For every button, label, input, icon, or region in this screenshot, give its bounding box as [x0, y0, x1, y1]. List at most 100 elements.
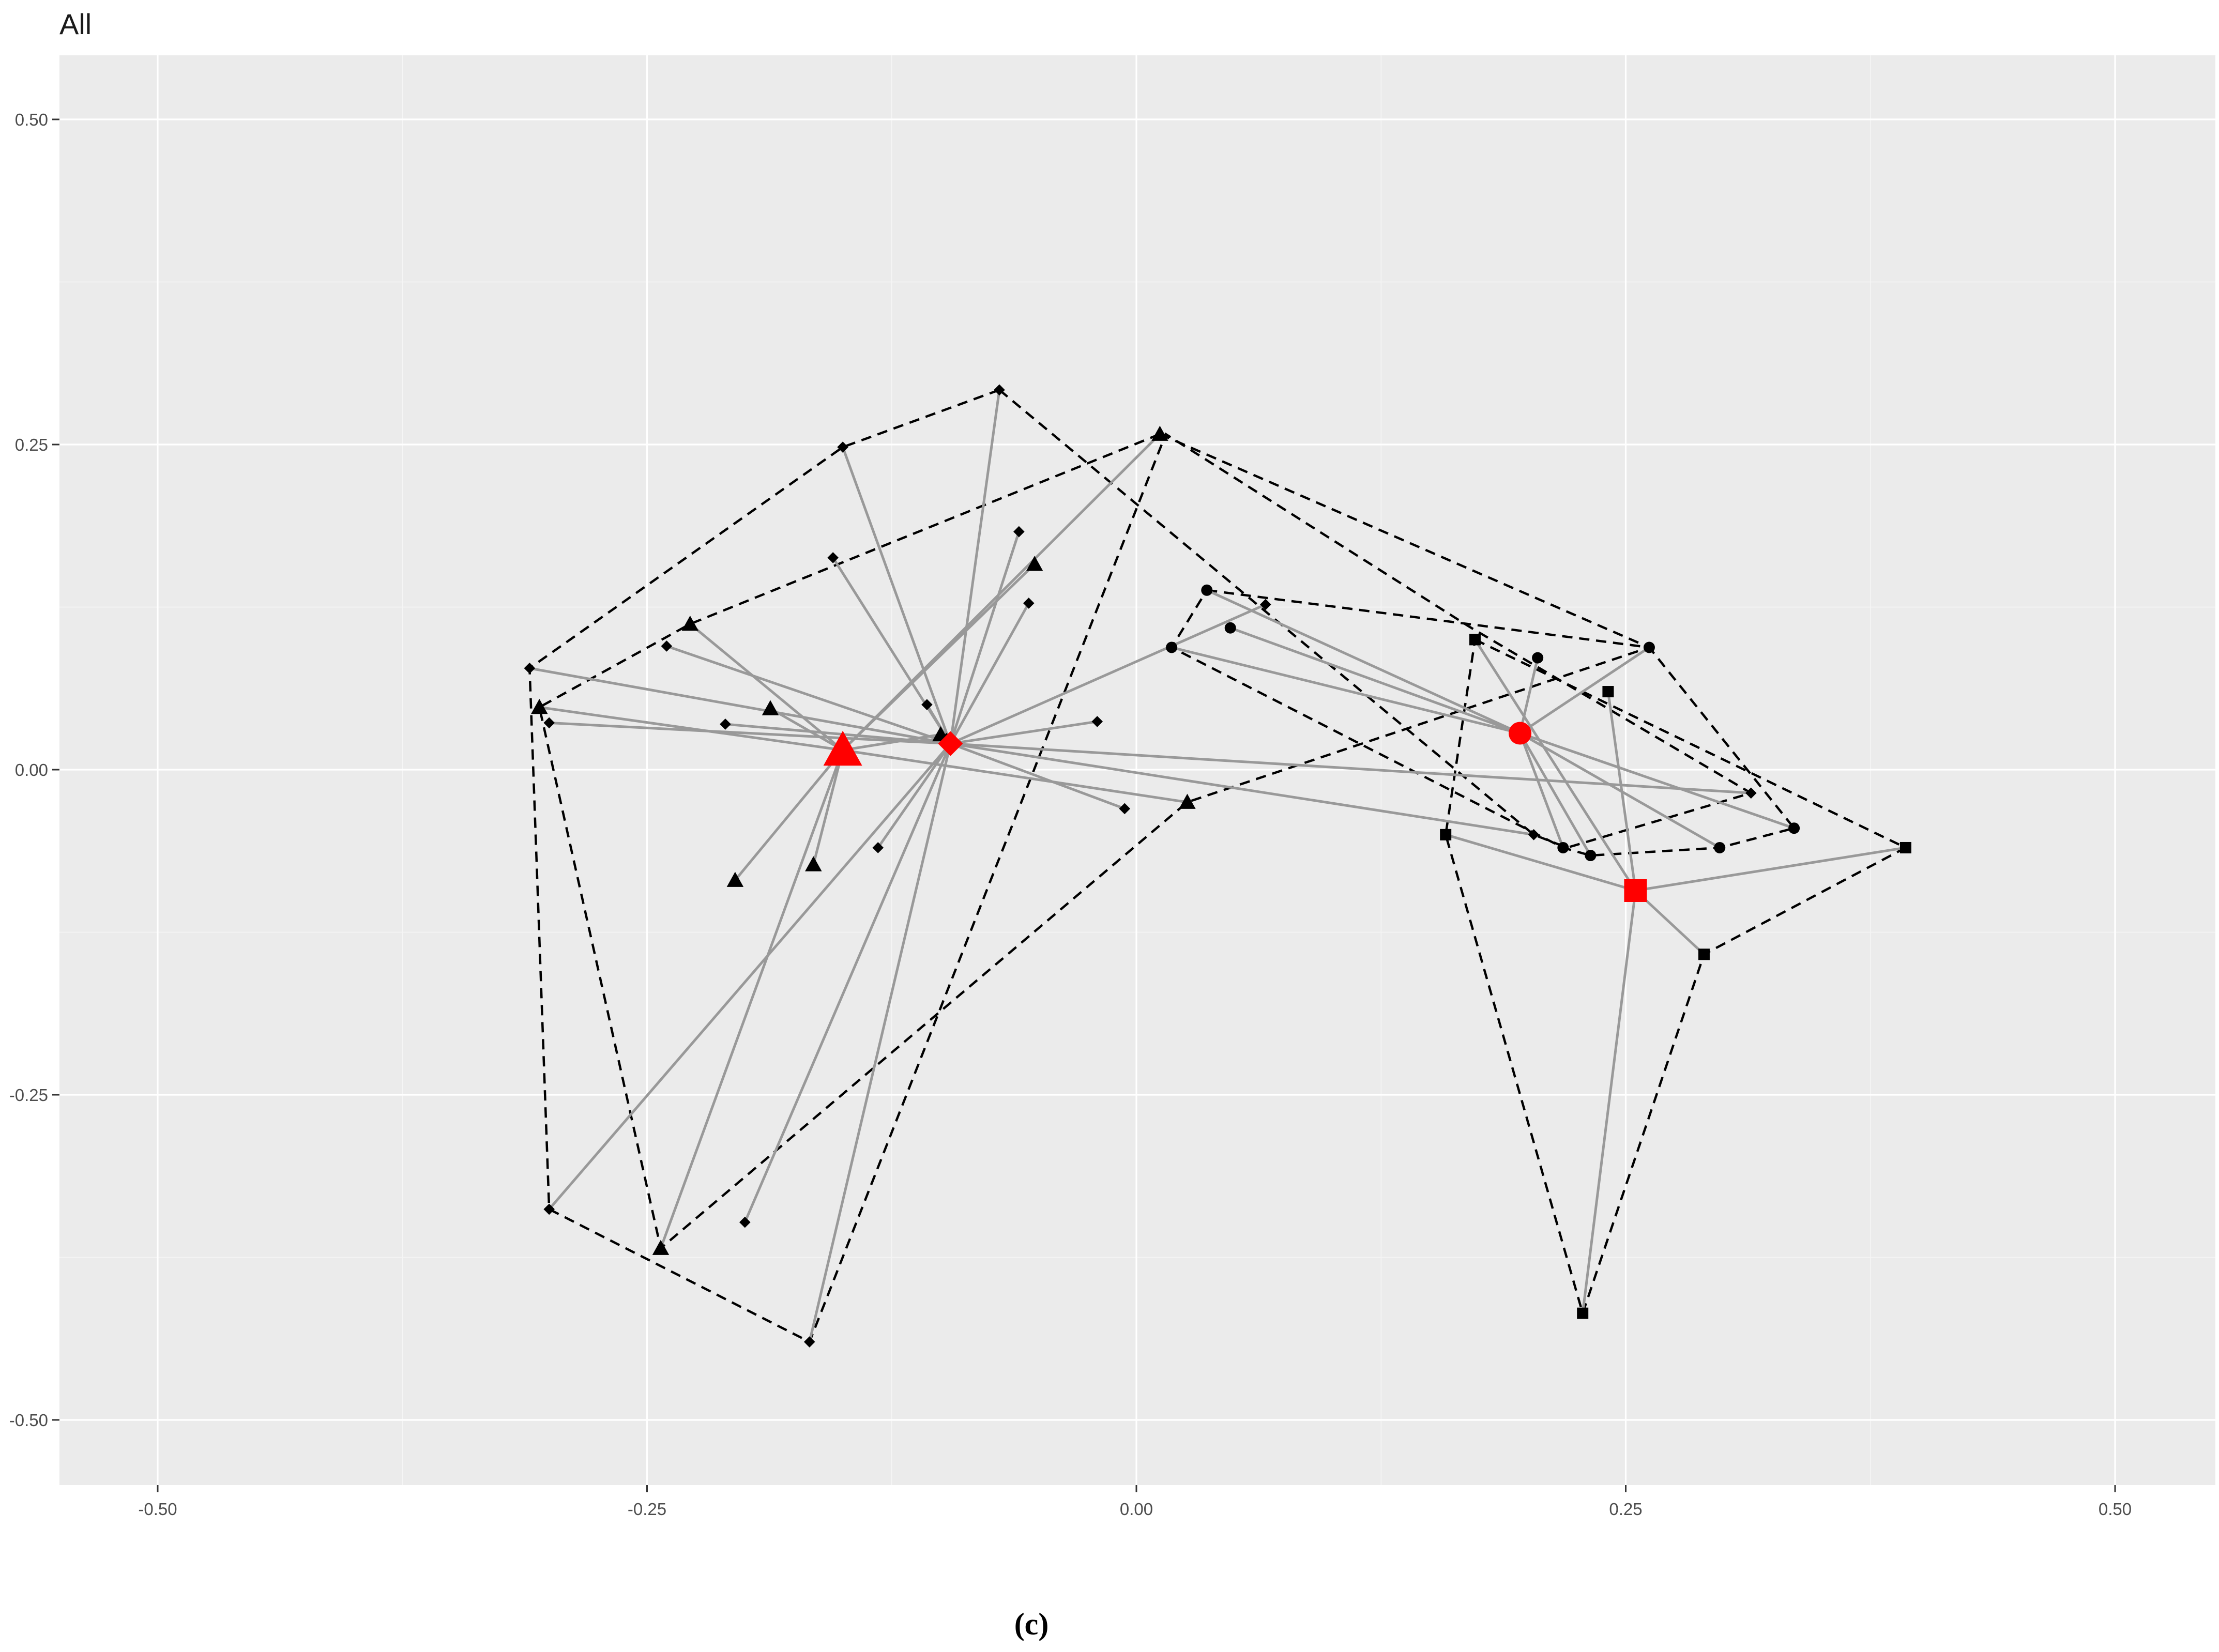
point-triangle: [1151, 425, 1168, 441]
x-tick-label: -0.50: [138, 1500, 177, 1519]
centroid-square: [1624, 879, 1647, 902]
spoke-diamond: [950, 603, 1266, 745]
point-diamond: [739, 1216, 751, 1228]
centroid-spokes: [529, 389, 1906, 1342]
point-circle: [1585, 850, 1597, 862]
hull-square: [1444, 638, 1908, 1318]
spoke-triangle: [689, 623, 844, 752]
point-diamond: [837, 441, 848, 453]
spoke-circle: [1518, 732, 1592, 856]
x-tick-label: 0.25: [1609, 1500, 1642, 1519]
spoke-circle: [1206, 589, 1521, 735]
centroid-circle: [1509, 722, 1532, 745]
point-square: [1698, 949, 1710, 960]
point-circle: [1557, 842, 1569, 853]
data-points: [524, 384, 1911, 1348]
spoke-diamond: [949, 602, 1030, 744]
spoke-square: [1473, 639, 1637, 892]
y-tick-label: 0.50: [15, 110, 48, 129]
axes: -0.50 -0.25 0.00 0.25 0.50 0.50 0.25 0.00 -0.25 -…: [9, 110, 2132, 1519]
point-diamond: [827, 552, 839, 563]
spoke-triangle: [842, 563, 1036, 752]
spoke-triangle: [812, 749, 844, 865]
spoke-square: [1445, 833, 1636, 892]
centroid-diamond: [938, 731, 963, 756]
point-triangle: [1026, 556, 1043, 571]
point-triangle: [652, 1240, 670, 1255]
spoke-circle: [1171, 646, 1521, 735]
point-diamond: [661, 640, 673, 652]
point-diamond: [1013, 526, 1025, 538]
point-triangle: [1179, 793, 1196, 809]
spoke-diamond: [529, 667, 951, 745]
spoke-diamond: [949, 389, 1001, 744]
x-tick-label: 0.50: [2099, 1500, 2132, 1519]
spoke-diamond: [949, 531, 1021, 744]
point-diamond: [872, 842, 884, 853]
point-diamond: [1260, 599, 1271, 610]
y-tick-label: 0.25: [15, 435, 48, 454]
point-triangle: [726, 871, 744, 887]
point-square: [1577, 1307, 1589, 1319]
grid-major-lines: [59, 55, 2215, 1485]
spoke-diamond: [548, 743, 952, 1211]
centroid-triangle: [823, 730, 862, 766]
spoke-circle: [1518, 657, 1539, 734]
point-diamond: [543, 717, 555, 729]
spoke-diamond: [950, 720, 1098, 745]
point-triangle: [762, 700, 779, 715]
y-tick-label: -0.25: [9, 1085, 48, 1105]
y-tick-label: -0.50: [9, 1411, 48, 1430]
point-diamond: [1119, 803, 1131, 815]
point-triangle: [805, 856, 822, 871]
spoke-diamond: [743, 743, 952, 1223]
point-diamond: [543, 1203, 555, 1215]
point-triangle: [531, 698, 548, 714]
point-diamond: [1528, 829, 1540, 840]
point-diamond: [921, 699, 933, 710]
spoke-circle: [1519, 732, 1721, 849]
spoke-triangle: [842, 748, 1188, 804]
spoke-triangle: [842, 733, 941, 752]
group-centroids: [823, 722, 1647, 902]
spoke-square: [1581, 890, 1637, 1313]
spoke-diamond: [877, 743, 952, 849]
point-diamond: [803, 1336, 815, 1348]
point-circle: [1201, 584, 1213, 596]
point-square: [1469, 634, 1481, 646]
point-triangle: [681, 615, 699, 631]
spoke-diamond: [841, 447, 952, 744]
point-square: [1440, 829, 1452, 840]
spoke-triangle: [769, 707, 844, 752]
point-circle: [1788, 822, 1800, 834]
spoke-triangle: [734, 749, 844, 881]
figure-caption: (c): [1014, 1607, 1049, 1641]
spoke-diamond: [950, 742, 1126, 810]
x-tick-label: 0.00: [1120, 1500, 1153, 1519]
spoke-square: [1635, 846, 1906, 892]
point-circle: [1643, 641, 1655, 653]
chart-title: All: [59, 8, 92, 40]
spoke-diamond: [950, 742, 1534, 836]
point-diamond: [1091, 716, 1103, 727]
y-tick-label: 0.00: [15, 760, 48, 779]
spoke-diamond: [549, 721, 951, 745]
spoke-circle: [1519, 646, 1650, 735]
point-diamond: [994, 384, 1005, 396]
point-circle: [1532, 652, 1544, 664]
point-diamond: [524, 662, 536, 674]
hull-diamond: [528, 388, 1754, 1344]
point-circle: [1166, 641, 1178, 653]
spoke-diamond: [725, 723, 951, 745]
hull-circle: [1169, 589, 1797, 857]
x-tick-label: -0.25: [628, 1500, 666, 1519]
point-square: [1899, 842, 1911, 853]
point-circle: [1714, 842, 1726, 853]
spoke-diamond: [808, 743, 952, 1342]
point-circle: [1224, 622, 1236, 634]
spoke-triangle: [659, 749, 844, 1249]
spoke-circle: [1518, 732, 1564, 848]
spoke-circle: [1519, 732, 1795, 830]
point-diamond: [720, 718, 731, 730]
